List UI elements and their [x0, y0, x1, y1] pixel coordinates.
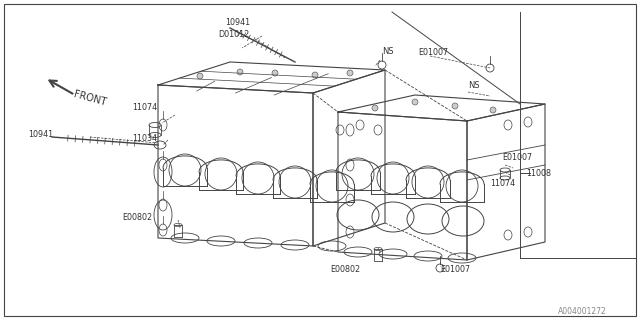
Circle shape [412, 99, 418, 105]
Text: FRONT: FRONT [72, 89, 107, 107]
Text: D01012: D01012 [218, 29, 249, 38]
Circle shape [272, 70, 278, 76]
Text: E01007: E01007 [440, 266, 470, 275]
Text: A004001272: A004001272 [558, 308, 607, 316]
Text: NS: NS [382, 46, 394, 55]
Circle shape [197, 73, 203, 79]
Circle shape [237, 69, 243, 75]
Text: 11074: 11074 [490, 179, 515, 188]
Text: E01007: E01007 [502, 153, 532, 162]
Text: NS: NS [468, 81, 479, 90]
Text: 11034: 11034 [132, 133, 157, 142]
Text: E00802: E00802 [330, 266, 360, 275]
Text: 11008: 11008 [526, 169, 551, 178]
Text: E01007: E01007 [418, 47, 448, 57]
Text: E00802: E00802 [122, 213, 152, 222]
Circle shape [312, 72, 318, 78]
Text: 11074: 11074 [132, 102, 157, 111]
Circle shape [452, 103, 458, 109]
Text: 10941: 10941 [28, 130, 53, 139]
Circle shape [347, 70, 353, 76]
Circle shape [372, 105, 378, 111]
Circle shape [490, 107, 496, 113]
Text: 10941: 10941 [225, 18, 250, 27]
